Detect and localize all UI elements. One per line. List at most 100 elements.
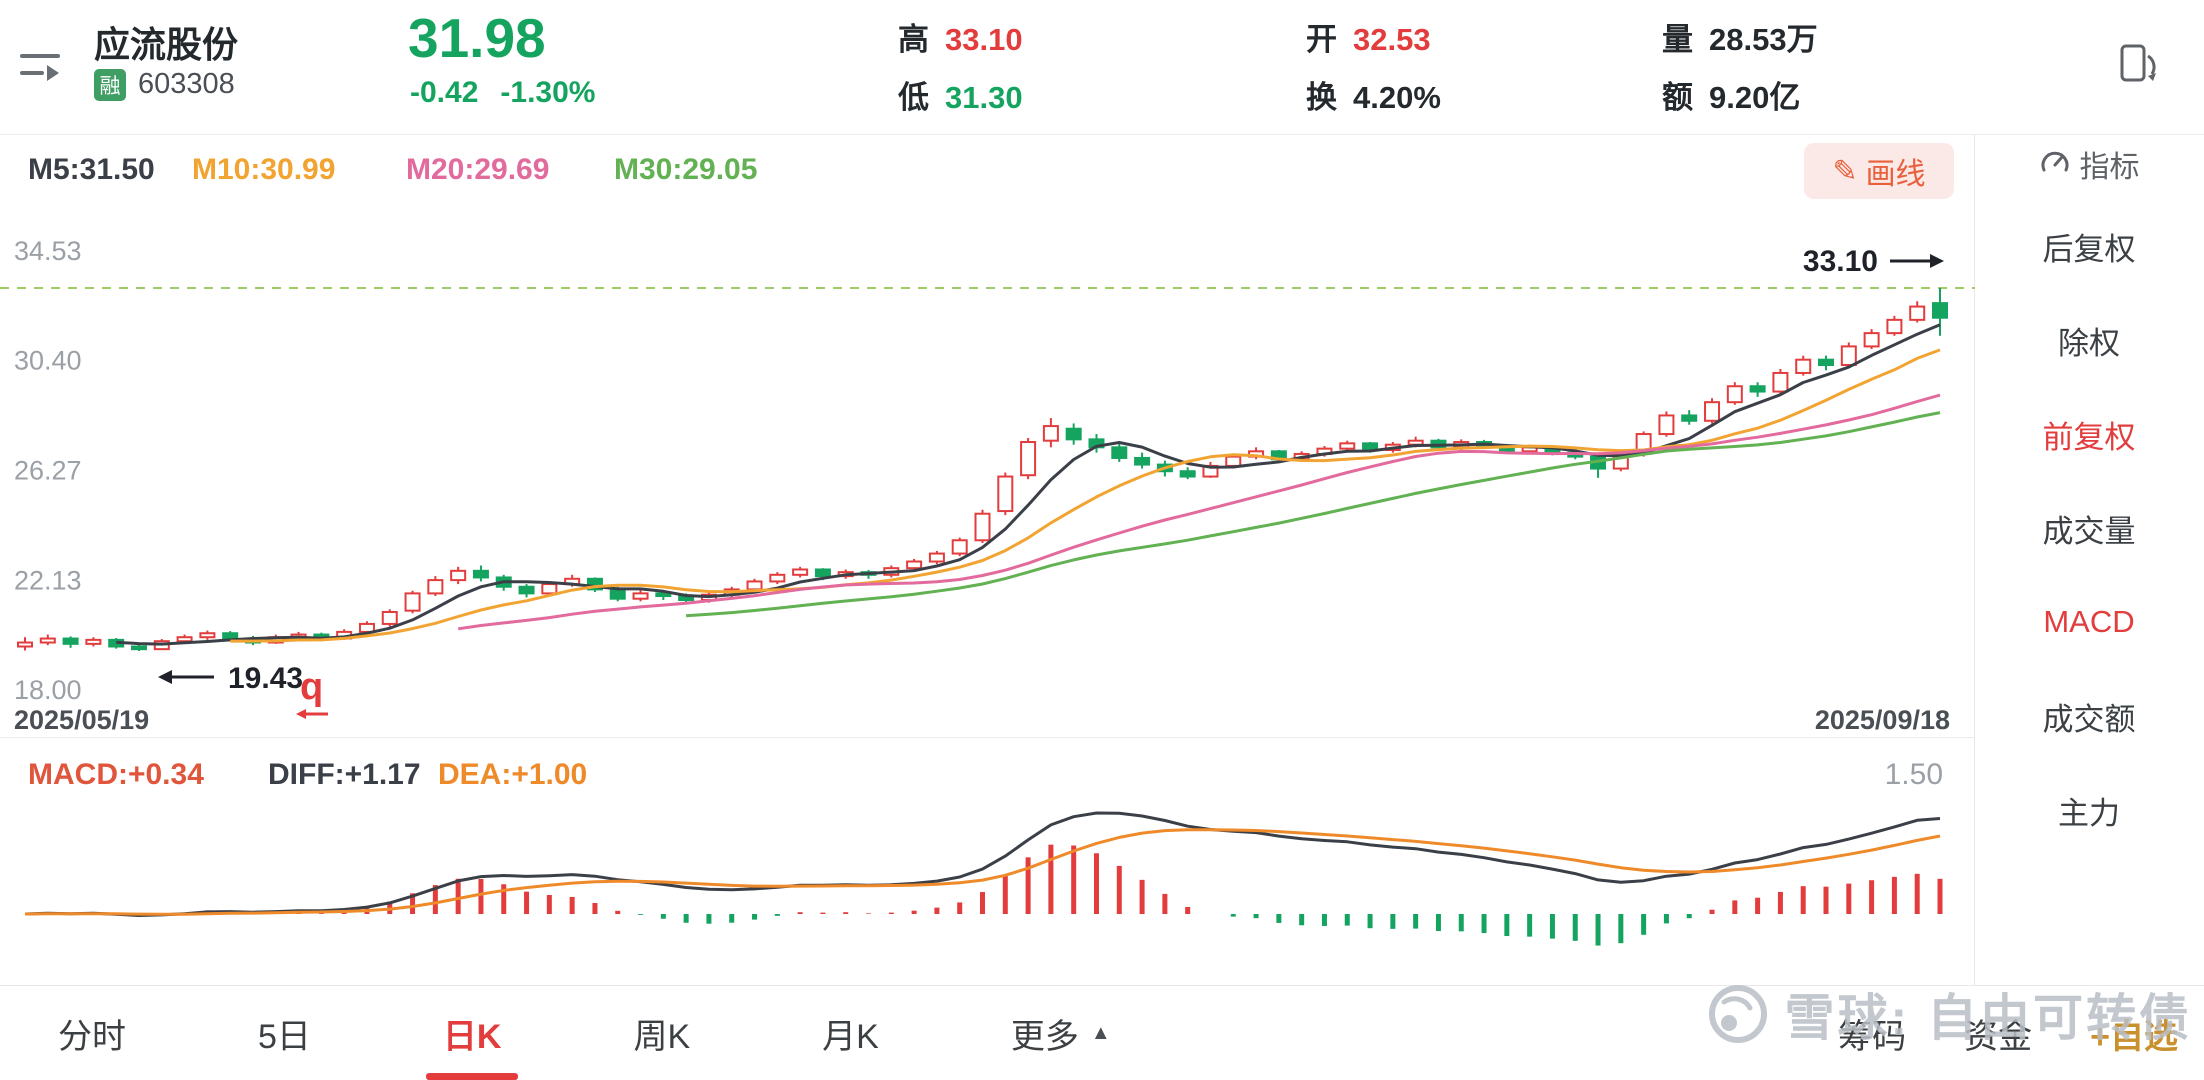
diff-value-label: DIFF:+1.17 <box>268 758 421 791</box>
indicator-gauge-icon <box>2041 151 2068 172</box>
current-price: 31.98 <box>408 7 546 69</box>
stat-high: 高 33.10 <box>898 14 1023 59</box>
tab-intraday[interactable]: 分时 <box>58 986 126 1080</box>
ma5-line <box>116 323 1941 646</box>
high-price-annotation: 33.10 <box>1803 245 1878 278</box>
x-axis-start-date: 2025/05/19 <box>14 705 149 735</box>
indicator-sidebar: 指标 后复权除权前复权成交量 MACD 成交额主力 <box>1975 135 2203 985</box>
low-price-annotation: 19.43 <box>228 662 303 695</box>
macd-chart <box>24 811 1943 946</box>
tab-five-day[interactable]: 5日 <box>258 986 311 1080</box>
draw-line-label: 画线 <box>1865 158 1926 191</box>
indicator-header[interactable]: 指标 <box>2039 143 2140 185</box>
sidebar-item-macd[interactable]: MACD <box>2043 604 2135 639</box>
gap-marker: q <box>300 666 323 708</box>
arrow-right-icon <box>1930 254 1944 268</box>
stat-amount: 额 9.20亿 <box>1662 72 1800 117</box>
tool-tabs: 筹码 资金 +自选 <box>1838 1009 2204 1058</box>
stat-label: 量 <box>1662 22 1693 57</box>
tab-monthly-k[interactable]: 月K <box>822 986 879 1080</box>
price-change: -0.42 -1.30% <box>410 76 595 110</box>
stat-value: 4.20% <box>1353 80 1441 115</box>
menu-icon[interactable] <box>18 42 64 88</box>
sidebar-item-main-force[interactable]: 主力 <box>2058 795 2120 831</box>
diff-line <box>24 811 1941 917</box>
y-axis-tick: 22.13 <box>14 565 82 595</box>
stat-turnover: 换 4.20% <box>1306 72 1441 117</box>
draw-line-button[interactable]: ✎ 画线 <box>1804 143 1954 199</box>
gap-arrow-icon <box>296 709 306 719</box>
tab-funds[interactable]: 资金 <box>1964 1017 2033 1056</box>
period-tabs: 分时 5日 日K 周K 月K 更多 ▲ <box>0 986 1111 1080</box>
sidebar-group: 成交量 MACD 成交额主力 <box>2043 507 2136 831</box>
ma20-value: M20:29.69 <box>406 153 550 186</box>
pencil-icon: ✎ <box>1832 154 1858 188</box>
macd-panel[interactable]: MACD:+0.34 DIFF:+1.17 DEA:+1.00 1.50 <box>0 737 1975 984</box>
stat-value: 9.20亿 <box>1709 80 1801 115</box>
tab-label: 日K <box>442 1017 502 1056</box>
stat-value: 28.53万 <box>1709 22 1818 57</box>
bottom-tabbar: 分时 5日 日K 周K 月K 更多 ▲ 筹码 资金 +自选 <box>0 985 2204 1080</box>
chart-main-column: M5:31.50 M10:30.99 M20:29.69 M30:29.05 ✎… <box>0 135 1975 985</box>
ma30-line <box>685 411 1941 618</box>
sidebar-item-volume[interactable]: 成交量 <box>2042 513 2136 549</box>
change-value: -0.42 <box>410 76 479 109</box>
tab-label: 周K <box>633 1017 691 1056</box>
stat-value: 31.30 <box>945 80 1023 115</box>
stat-open: 开 32.53 <box>1306 14 1431 59</box>
stock-code: 603308 <box>138 68 235 100</box>
stat-label: 低 <box>898 80 929 115</box>
tab-watchlist[interactable]: +自选 <box>2090 1017 2178 1056</box>
margin-trading-badge: 融 <box>94 68 126 101</box>
y-axis-tick: 18.00 <box>14 675 82 705</box>
sidebar-item-amount[interactable]: 成交额 <box>2042 701 2136 737</box>
stat-low: 低 31.30 <box>898 72 1023 117</box>
y-axis-tick: 30.40 <box>14 346 82 376</box>
stat-label: 开 <box>1306 22 1337 57</box>
stat-volume: 量 28.53万 <box>1662 14 1818 59</box>
tab-label: 月K <box>822 1017 879 1056</box>
stat-value: 32.53 <box>1353 22 1431 57</box>
chart-region: M5:31.50 M10:30.99 M20:29.69 M30:29.05 ✎… <box>0 135 2204 985</box>
change-percent: -1.30% <box>500 76 596 109</box>
tab-chips[interactable]: 筹码 <box>1838 1017 1907 1056</box>
ma-indicator-row: M5:31.50 M10:30.99 M20:29.69 M30:29.05 ✎… <box>0 135 1974 207</box>
tab-weekly-k[interactable]: 周K <box>633 986 690 1080</box>
stat-label: 高 <box>898 22 929 57</box>
dea-value-label: DEA:+1.00 <box>438 758 588 791</box>
stat-label: 额 <box>1662 80 1693 115</box>
indicator-label: 指标 <box>2079 151 2140 184</box>
stat-label: 换 <box>1306 80 1337 115</box>
tab-daily-k[interactable]: 日K <box>426 986 519 1080</box>
sidebar-item-backward-adjust[interactable]: 后复权 <box>2042 231 2136 267</box>
tab-more[interactable]: 更多 ▲ <box>1011 986 1111 1080</box>
ma5-value: M5:31.50 <box>28 153 155 186</box>
arrow-left-icon <box>158 670 172 684</box>
y-axis-tick: 26.27 <box>14 455 82 485</box>
x-axis-end-date: 2025/09/18 <box>1815 705 1950 735</box>
tab-label: 更多 <box>1010 1017 1079 1056</box>
triangle-up-icon: ▲ <box>1090 1021 1111 1044</box>
header: 应流股份 融 603308 31.98 -0.42 -1.30% 高 33.10 低… <box>0 0 2204 135</box>
stock-name: 应流股份 <box>94 24 239 65</box>
ma20-line <box>457 393 1941 631</box>
sidebar-group: 后复权 除权 前复权 <box>2043 225 2136 455</box>
sidebar-item-forward-adjust[interactable]: 前复权 <box>2042 419 2136 455</box>
rotate-screen-icon[interactable] <box>2112 40 2160 88</box>
stock-code-row: 融 603308 <box>94 68 235 101</box>
sidebar-items: 后复权除权前复权成交量 MACD 成交额主力 <box>2043 225 2136 883</box>
ma10-line <box>230 348 1941 643</box>
stat-value: 33.10 <box>945 22 1023 57</box>
ma10-value: M10:30.99 <box>192 153 336 186</box>
ma30-value: M30:29.05 <box>614 153 758 186</box>
dea-line <box>24 828 1941 916</box>
active-tab-underline <box>426 1073 519 1080</box>
macd-value-label: MACD:+0.34 <box>28 758 204 791</box>
macd-axis-max: 1.50 <box>1884 758 1943 791</box>
tab-label: 分时 <box>58 1017 126 1056</box>
tab-label: 5日 <box>258 1017 311 1056</box>
y-axis-tick: 34.53 <box>14 236 82 266</box>
sidebar-item-ex-rights[interactable]: 除权 <box>2058 325 2120 361</box>
